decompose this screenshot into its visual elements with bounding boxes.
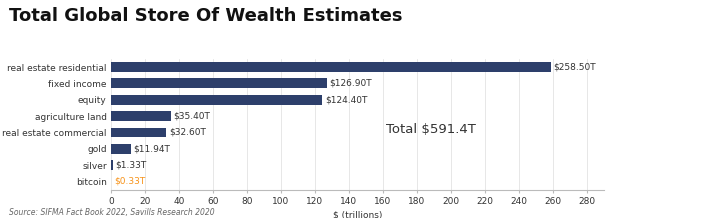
Bar bbox=[111, 128, 167, 137]
Text: Total Global Store Of Wealth Estimates: Total Global Store Of Wealth Estimates bbox=[9, 7, 402, 25]
Text: $11.94T: $11.94T bbox=[134, 144, 171, 153]
Text: $258.50T: $258.50T bbox=[553, 63, 596, 72]
Bar bbox=[111, 78, 327, 88]
Bar bbox=[111, 144, 131, 154]
Text: Total $591.4T: Total $591.4T bbox=[386, 123, 476, 136]
Bar bbox=[111, 111, 171, 121]
X-axis label: $ (trillions): $ (trillions) bbox=[332, 210, 383, 218]
Bar bbox=[111, 62, 551, 72]
Bar bbox=[111, 95, 322, 105]
Text: Source: SIFMA Fact Book 2022, Savills Research 2020: Source: SIFMA Fact Book 2022, Savills Re… bbox=[9, 208, 214, 217]
Text: $0.33T: $0.33T bbox=[114, 177, 145, 186]
Bar bbox=[111, 160, 113, 170]
Text: $124.40T: $124.40T bbox=[325, 95, 368, 104]
Text: $32.60T: $32.60T bbox=[169, 128, 206, 137]
Text: $126.90T: $126.90T bbox=[330, 79, 372, 88]
Text: $35.40T: $35.40T bbox=[174, 112, 210, 121]
Text: $1.33T: $1.33T bbox=[116, 161, 147, 170]
